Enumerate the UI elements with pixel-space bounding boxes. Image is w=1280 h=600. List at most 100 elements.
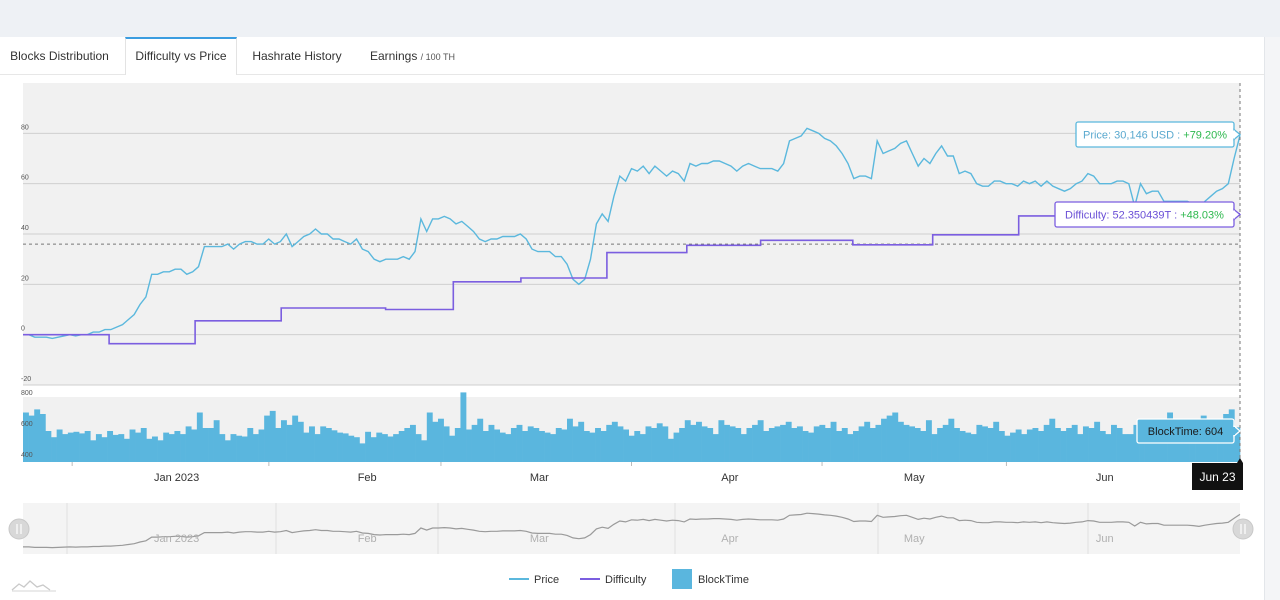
- blocktime-bar: [925, 420, 932, 462]
- blocktime-bar: [331, 430, 338, 462]
- legend-item-blocktime-symbol: [672, 569, 692, 589]
- navigator-price-line: [23, 512, 1241, 549]
- blocktime-bar: [1105, 434, 1112, 462]
- blocktime-bar: [174, 431, 181, 462]
- blocktime-tooltip: BlockTime: 604: [1136, 418, 1242, 444]
- blocktime-bar: [937, 428, 944, 462]
- blocktime-bar: [297, 421, 304, 462]
- blocktime-bar: [998, 431, 1005, 462]
- blocktime-bar: [970, 434, 977, 462]
- blocktime-bar: [320, 426, 327, 462]
- blocktime-bar: [735, 428, 742, 462]
- blocktime-bar: [600, 431, 607, 462]
- blocktime-bar: [1066, 428, 1073, 462]
- blocktime-bar: [561, 429, 568, 462]
- chart-legend: Price Difficulty BlockTime: [509, 569, 749, 589]
- difficulty-tooltip-text: Difficulty: 52.350439T : +48.03%: [1065, 210, 1224, 222]
- blocktime-bar: [965, 432, 972, 462]
- blocktime-bar: [482, 431, 489, 462]
- blocktime-bar: [959, 431, 966, 462]
- legend-item-blocktime-label: BlockTime: [698, 574, 749, 586]
- blocktime-bar: [712, 434, 719, 462]
- blocktime-bar: [516, 424, 523, 462]
- blocktime-bar: [123, 438, 130, 462]
- blocktime-bar: [67, 432, 74, 462]
- blocktime-bar: [286, 424, 293, 462]
- blocktime-bar: [230, 434, 237, 462]
- blocktime-bar: [196, 412, 203, 462]
- blocktime-bar: [202, 428, 209, 462]
- price-tooltip: Price: 30,146 USD : +79.20%: [1075, 121, 1242, 148]
- blocktime-bar: [185, 426, 192, 462]
- crosshair-date-text: Jun 23: [1199, 470, 1235, 484]
- blocktime-bar: [264, 415, 271, 462]
- chart-tabs: Blocks Distribution Difficulty vs Price …: [0, 37, 1264, 75]
- blocktime-bar: [914, 428, 921, 462]
- blocktime-bar: [505, 434, 512, 462]
- blocktime-bar: [342, 433, 349, 462]
- legend-item-price[interactable]: Price: [509, 574, 559, 586]
- tab-hashrate-history[interactable]: Hashrate History: [252, 49, 342, 63]
- legend-item-blocktime[interactable]: BlockTime: [672, 569, 749, 589]
- blocktime-bar: [796, 426, 803, 462]
- blocktime-bar: [79, 433, 85, 462]
- legend-item-difficulty[interactable]: Difficulty: [580, 574, 647, 586]
- blocktime-bar: [1099, 431, 1106, 462]
- tab-difficulty-vs-price[interactable]: Difficulty vs Price: [125, 37, 237, 75]
- blocktime-bar: [398, 431, 405, 462]
- blocktime-bar: [583, 431, 590, 462]
- difficulty-tooltip-label: Difficulty: 52.350439T :: [1065, 210, 1180, 222]
- blocktime-bar: [623, 429, 629, 462]
- crosshair-date-label: Jun 23: [1192, 458, 1243, 490]
- blocktime-tooltip-text: BlockTime: 604: [1148, 426, 1223, 438]
- blocktime-bar: [567, 418, 573, 462]
- blocktime-bar: [589, 432, 596, 462]
- x-month-label: May: [904, 472, 925, 484]
- blocktime-bar: [191, 429, 198, 462]
- blocktime-bar: [157, 440, 164, 462]
- blocktime-bar: [381, 434, 388, 462]
- blocktime-bar: [942, 424, 949, 462]
- blocktime-bar: [393, 434, 400, 462]
- blocktime-bar: [774, 426, 781, 462]
- navigator-handle-left[interactable]: [8, 518, 30, 540]
- difficulty-tooltip-pointer-cover: [1233, 210, 1235, 219]
- price-tooltip-pointer-cover: [1233, 130, 1235, 139]
- blocktime-bar: [1049, 418, 1056, 462]
- blocktime-bar: [348, 435, 355, 462]
- blocktime-bar: [494, 429, 501, 462]
- blocktime-bar: [595, 428, 601, 462]
- blocktime-bar: [1094, 421, 1101, 462]
- blocktime-bar: [90, 440, 97, 462]
- y-tick-label: 0: [21, 326, 25, 333]
- blocktime-bar: [1183, 431, 1190, 462]
- x-month-label: Jan 2023: [154, 472, 199, 484]
- blocktime-bar: [292, 415, 299, 462]
- blocktime-bar: [696, 421, 702, 462]
- navigator-handle-right-knob[interactable]: [1232, 518, 1254, 540]
- blocktime-bar: [404, 428, 411, 462]
- tab-earnings[interactable]: Earnings / 100 TH: [369, 49, 456, 63]
- blocktime-bar: [1127, 434, 1134, 462]
- blocktime-bar: [639, 434, 646, 462]
- blocktime-bar: [224, 440, 231, 462]
- blocktime-bar: [421, 440, 428, 462]
- blocktime-bar: [1150, 428, 1157, 462]
- navigator-handle-right[interactable]: [1232, 518, 1254, 540]
- blocktime-bar: [987, 428, 994, 462]
- blocktime-bar: [101, 437, 108, 462]
- blocktime-bar: [252, 434, 259, 462]
- tab-blocks-distribution[interactable]: Blocks Distribution: [10, 49, 109, 63]
- right-sidebar-edge: [1264, 37, 1280, 600]
- blocktime-bar: [1026, 429, 1033, 462]
- blocktime-bar: [73, 431, 80, 462]
- blocktime-bar: [555, 428, 562, 462]
- blocktime-bar: [746, 428, 753, 462]
- blocktime-bar: [409, 424, 416, 462]
- blocktime-bar: [236, 435, 243, 462]
- blocktime-bar: [847, 434, 854, 462]
- blocktime-bar: [892, 412, 899, 462]
- blocktime-bar: [527, 426, 534, 462]
- blocktime-bar: [931, 434, 938, 462]
- navigator-handle-left-knob[interactable]: [8, 518, 30, 540]
